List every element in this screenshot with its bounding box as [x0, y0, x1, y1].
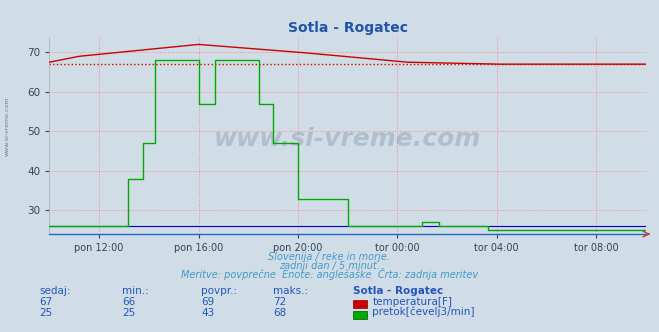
Text: 43: 43 — [201, 308, 214, 318]
Text: Slovenija / reke in morje.: Slovenija / reke in morje. — [268, 252, 391, 262]
Text: povpr.:: povpr.: — [201, 286, 237, 296]
Text: 68: 68 — [273, 308, 287, 318]
Text: Meritve: povprečne  Enote: anglešaške  Črta: zadnja meritev: Meritve: povprečne Enote: anglešaške Črt… — [181, 268, 478, 280]
Text: min.:: min.: — [122, 286, 149, 296]
Text: 66: 66 — [122, 297, 135, 307]
Title: Sotla - Rogatec: Sotla - Rogatec — [287, 21, 408, 35]
Text: Sotla - Rogatec: Sotla - Rogatec — [353, 286, 443, 296]
Text: www.si-vreme.com: www.si-vreme.com — [5, 96, 10, 156]
Text: maks.:: maks.: — [273, 286, 308, 296]
Text: www.si-vreme.com: www.si-vreme.com — [214, 127, 481, 151]
Text: 67: 67 — [40, 297, 53, 307]
Text: 69: 69 — [201, 297, 214, 307]
Text: temperatura[F]: temperatura[F] — [372, 297, 452, 307]
Text: sedaj:: sedaj: — [40, 286, 71, 296]
Text: zadnji dan / 5 minut.: zadnji dan / 5 minut. — [279, 261, 380, 271]
Text: 25: 25 — [40, 308, 53, 318]
Text: 25: 25 — [122, 308, 135, 318]
Text: pretok[čevelj3/min]: pretok[čevelj3/min] — [372, 307, 475, 317]
Text: 72: 72 — [273, 297, 287, 307]
